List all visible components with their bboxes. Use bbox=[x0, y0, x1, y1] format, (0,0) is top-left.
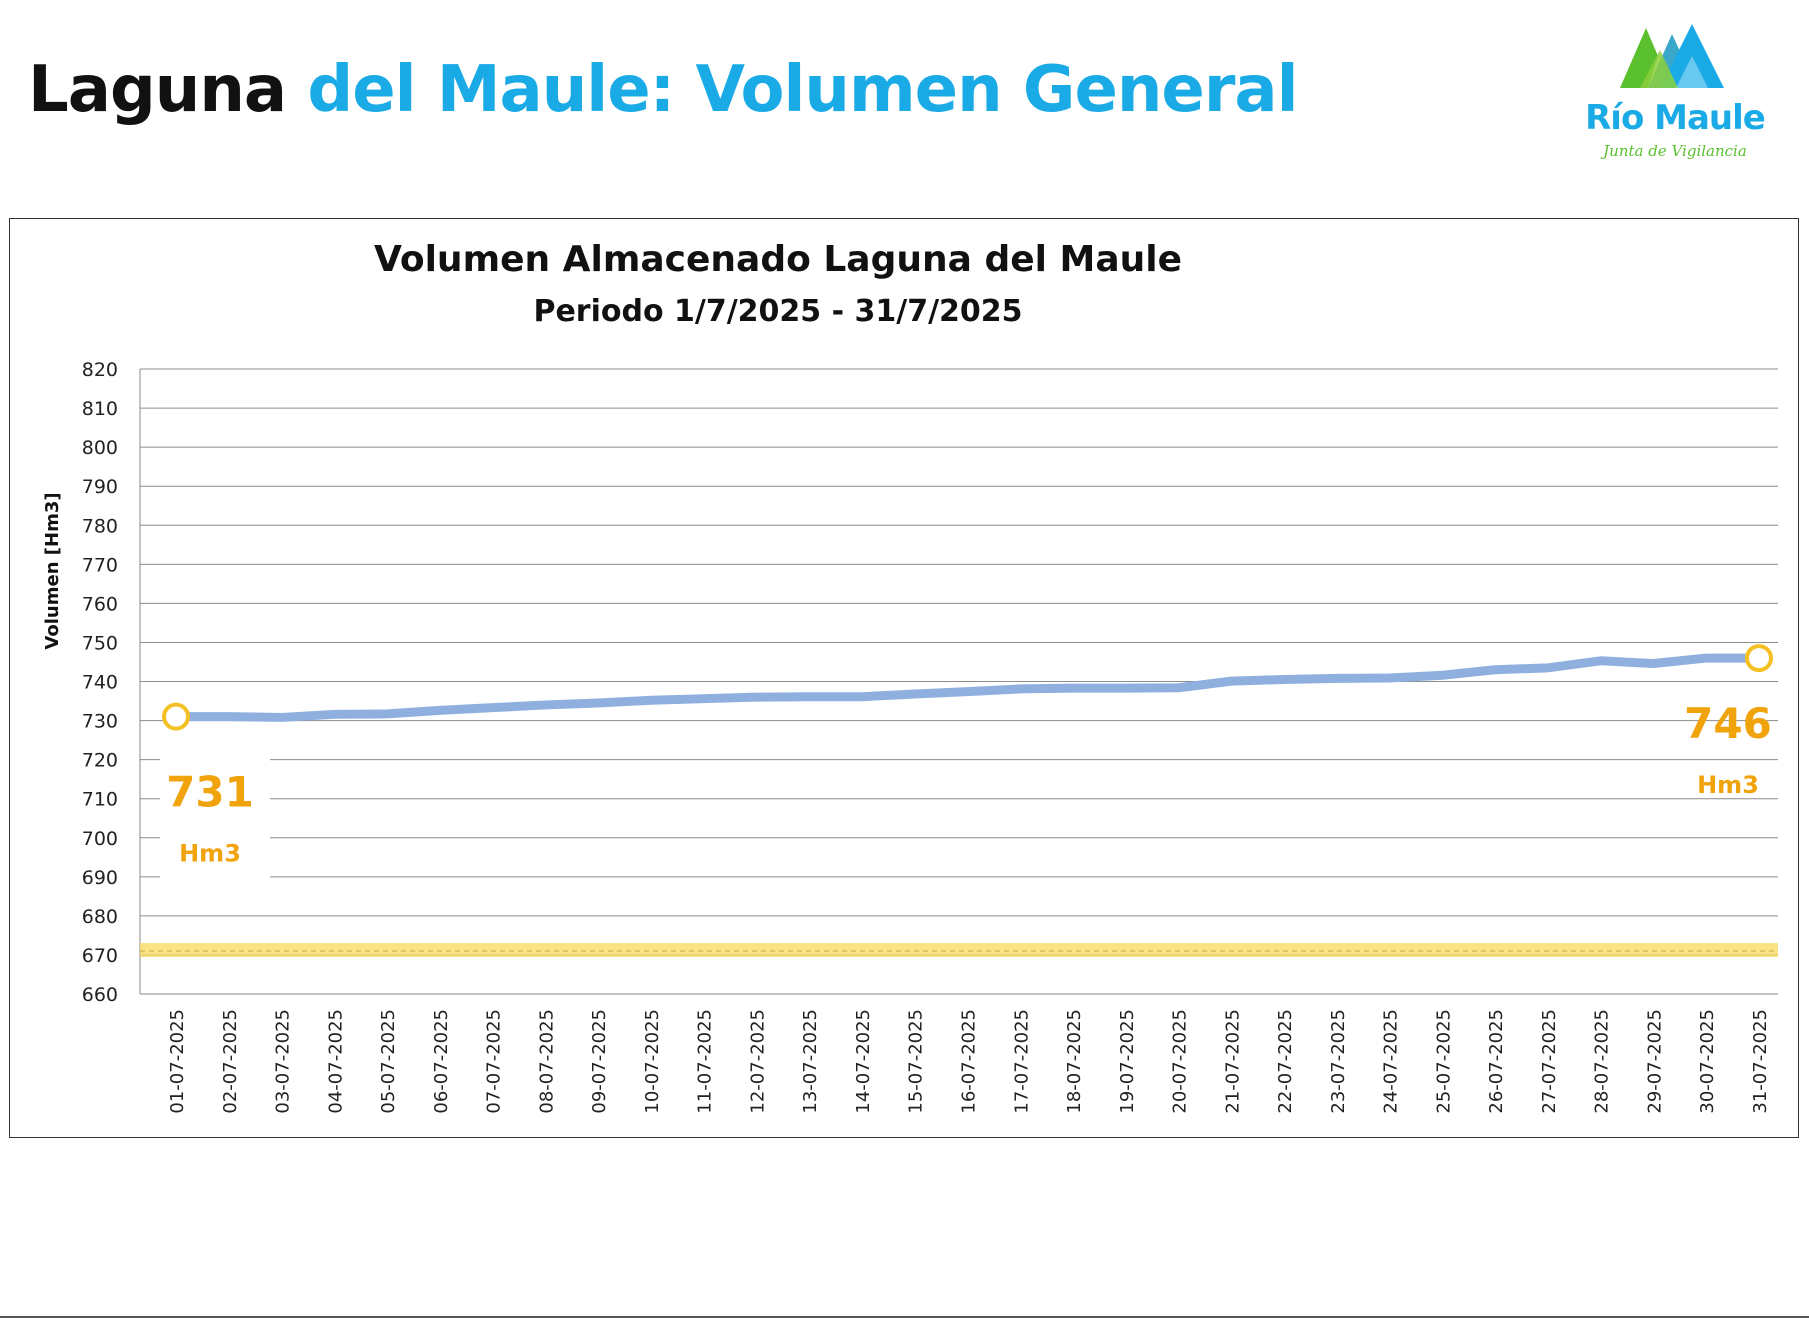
y-tick-label-810: 810 bbox=[82, 398, 118, 420]
y-tick-label-730: 730 bbox=[82, 711, 118, 733]
x-tick-label-20: 20-07-2025 bbox=[1170, 1009, 1191, 1114]
x-tick-label-28: 28-07-2025 bbox=[1592, 1009, 1613, 1114]
x-tick-label-11: 11-07-2025 bbox=[695, 1009, 716, 1114]
annotation-backdrop-731 bbox=[160, 751, 270, 902]
x-tick-label-18: 18-07-2025 bbox=[1064, 1009, 1085, 1114]
y-tick-label-820: 820 bbox=[82, 359, 118, 381]
y-tick-label-720: 720 bbox=[82, 750, 118, 772]
annotation-marker-746 bbox=[1745, 644, 1773, 673]
y-tick-label-690: 690 bbox=[82, 867, 118, 889]
x-tick-label-17: 17-07-2025 bbox=[1011, 1009, 1032, 1114]
y-tick-label-780: 780 bbox=[82, 515, 118, 537]
x-tick-label-8: 08-07-2025 bbox=[536, 1009, 557, 1114]
x-tick-label-4: 04-07-2025 bbox=[325, 1009, 346, 1114]
rio-maule-logo: Río Maule Junta de Vigilancia bbox=[1560, 20, 1790, 170]
x-tick-label-19: 19-07-2025 bbox=[1117, 1009, 1138, 1114]
x-tick-label-26: 26-07-2025 bbox=[1486, 1009, 1507, 1114]
x-tick-label-14: 14-07-2025 bbox=[853, 1009, 874, 1114]
y-tick-label-740: 740 bbox=[82, 672, 118, 694]
x-tick-label-13: 13-07-2025 bbox=[800, 1009, 821, 1114]
series-line-0 bbox=[171, 653, 1764, 722]
x-tick-label-5: 05-07-2025 bbox=[378, 1009, 399, 1114]
annotation-value-746: 746 bbox=[1684, 699, 1772, 748]
logo-tagline: Junta de Vigilancia bbox=[1603, 142, 1747, 160]
x-tick-label-31: 31-07-2025 bbox=[1750, 1009, 1771, 1114]
y-tick-label-770: 770 bbox=[82, 554, 118, 576]
x-tick-label-16: 16-07-2025 bbox=[959, 1009, 980, 1114]
chart-title: Volumen Almacenado Laguna del Maule bbox=[374, 239, 1182, 280]
x-tick-label-27: 27-07-2025 bbox=[1539, 1009, 1560, 1114]
page-title-part2: del Maule: Volumen General bbox=[307, 53, 1298, 127]
y-tick-label-660: 660 bbox=[82, 984, 118, 1006]
x-tick-label-12: 12-07-2025 bbox=[747, 1009, 768, 1114]
y-tick-label-750: 750 bbox=[82, 632, 118, 654]
x-tick-label-6: 06-07-2025 bbox=[431, 1009, 452, 1114]
mountains-logo-icon bbox=[1620, 24, 1724, 88]
volume-line-chart: Volumen Almacenado Laguna del Maule Peri… bbox=[42, 239, 1778, 1114]
annotation-marker-731 bbox=[162, 702, 190, 731]
x-tick-label-9: 09-07-2025 bbox=[589, 1009, 610, 1114]
reference-band bbox=[140, 943, 1778, 958]
x-tick-label-30: 30-07-2025 bbox=[1697, 1009, 1718, 1114]
annotation-unit-731: Hm3 bbox=[179, 840, 241, 868]
y-axis-label: Volumen [Hm3] bbox=[42, 492, 63, 649]
x-tick-label-29: 29-07-2025 bbox=[1644, 1009, 1665, 1114]
x-tick-label-25: 25-07-2025 bbox=[1433, 1009, 1454, 1114]
y-tick-label-760: 760 bbox=[82, 593, 118, 615]
x-tick-label-1: 01-07-2025 bbox=[167, 1009, 188, 1114]
x-tick-label-2: 02-07-2025 bbox=[220, 1009, 241, 1114]
logo-name: Río Maule bbox=[1585, 98, 1766, 138]
x-tick-label-15: 15-07-2025 bbox=[906, 1009, 927, 1114]
x-tick-label-7: 07-07-2025 bbox=[484, 1009, 505, 1114]
x-tick-label-3: 03-07-2025 bbox=[273, 1009, 294, 1114]
page-title: Laguna del Maule: Volumen General bbox=[28, 58, 1299, 122]
y-tick-label-670: 670 bbox=[82, 945, 118, 967]
annotation-unit-746: Hm3 bbox=[1697, 771, 1759, 799]
x-tick-label-21: 21-07-2025 bbox=[1222, 1009, 1243, 1114]
x-tick-label-23: 23-07-2025 bbox=[1328, 1009, 1349, 1114]
x-tick-label-24: 24-07-2025 bbox=[1381, 1009, 1402, 1114]
y-tick-label-700: 700 bbox=[82, 828, 118, 850]
y-tick-label-710: 710 bbox=[82, 789, 118, 811]
y-tick-label-680: 680 bbox=[82, 906, 118, 928]
page-title-part1: Laguna bbox=[28, 53, 287, 127]
chart-subtitle: Periodo 1/7/2025 - 31/7/2025 bbox=[533, 294, 1022, 329]
y-tick-label-790: 790 bbox=[82, 476, 118, 498]
x-tick-label-22: 22-07-2025 bbox=[1275, 1009, 1296, 1114]
annotation-value-731: 731 bbox=[166, 768, 254, 817]
x-tick-label-10: 10-07-2025 bbox=[642, 1009, 663, 1114]
chart-frame: Volumen Almacenado Laguna del Maule Peri… bbox=[9, 218, 1799, 1138]
page-bottom-rule bbox=[0, 1316, 1809, 1318]
y-tick-label-800: 800 bbox=[82, 437, 118, 459]
